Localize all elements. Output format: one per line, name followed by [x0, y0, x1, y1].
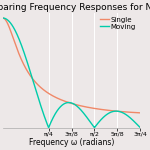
Single — [52, 95, 53, 97]
X-axis label: Frequency ω (radians): Frequency ω (radians) — [29, 138, 114, 147]
Line: Moving: Moving — [3, 18, 140, 128]
Line: Single: Single — [3, 18, 140, 113]
Moving — [89, 121, 91, 123]
Moving — [52, 118, 53, 120]
Single — [111, 110, 113, 112]
Legend: Single, Moving: Single, Moving — [100, 16, 137, 30]
Title: Comparing Frequency Responses for N=8: Comparing Frequency Responses for N=8 — [0, 3, 150, 12]
Moving — [104, 115, 106, 117]
Single — [104, 109, 106, 111]
Single — [139, 112, 141, 114]
Single — [2, 17, 4, 19]
Moving — [83, 113, 85, 115]
Moving — [2, 17, 4, 19]
Single — [9, 28, 11, 29]
Single — [89, 107, 91, 109]
Single — [83, 106, 85, 107]
Moving — [139, 127, 141, 129]
Moving — [9, 21, 11, 23]
Moving — [111, 111, 113, 113]
